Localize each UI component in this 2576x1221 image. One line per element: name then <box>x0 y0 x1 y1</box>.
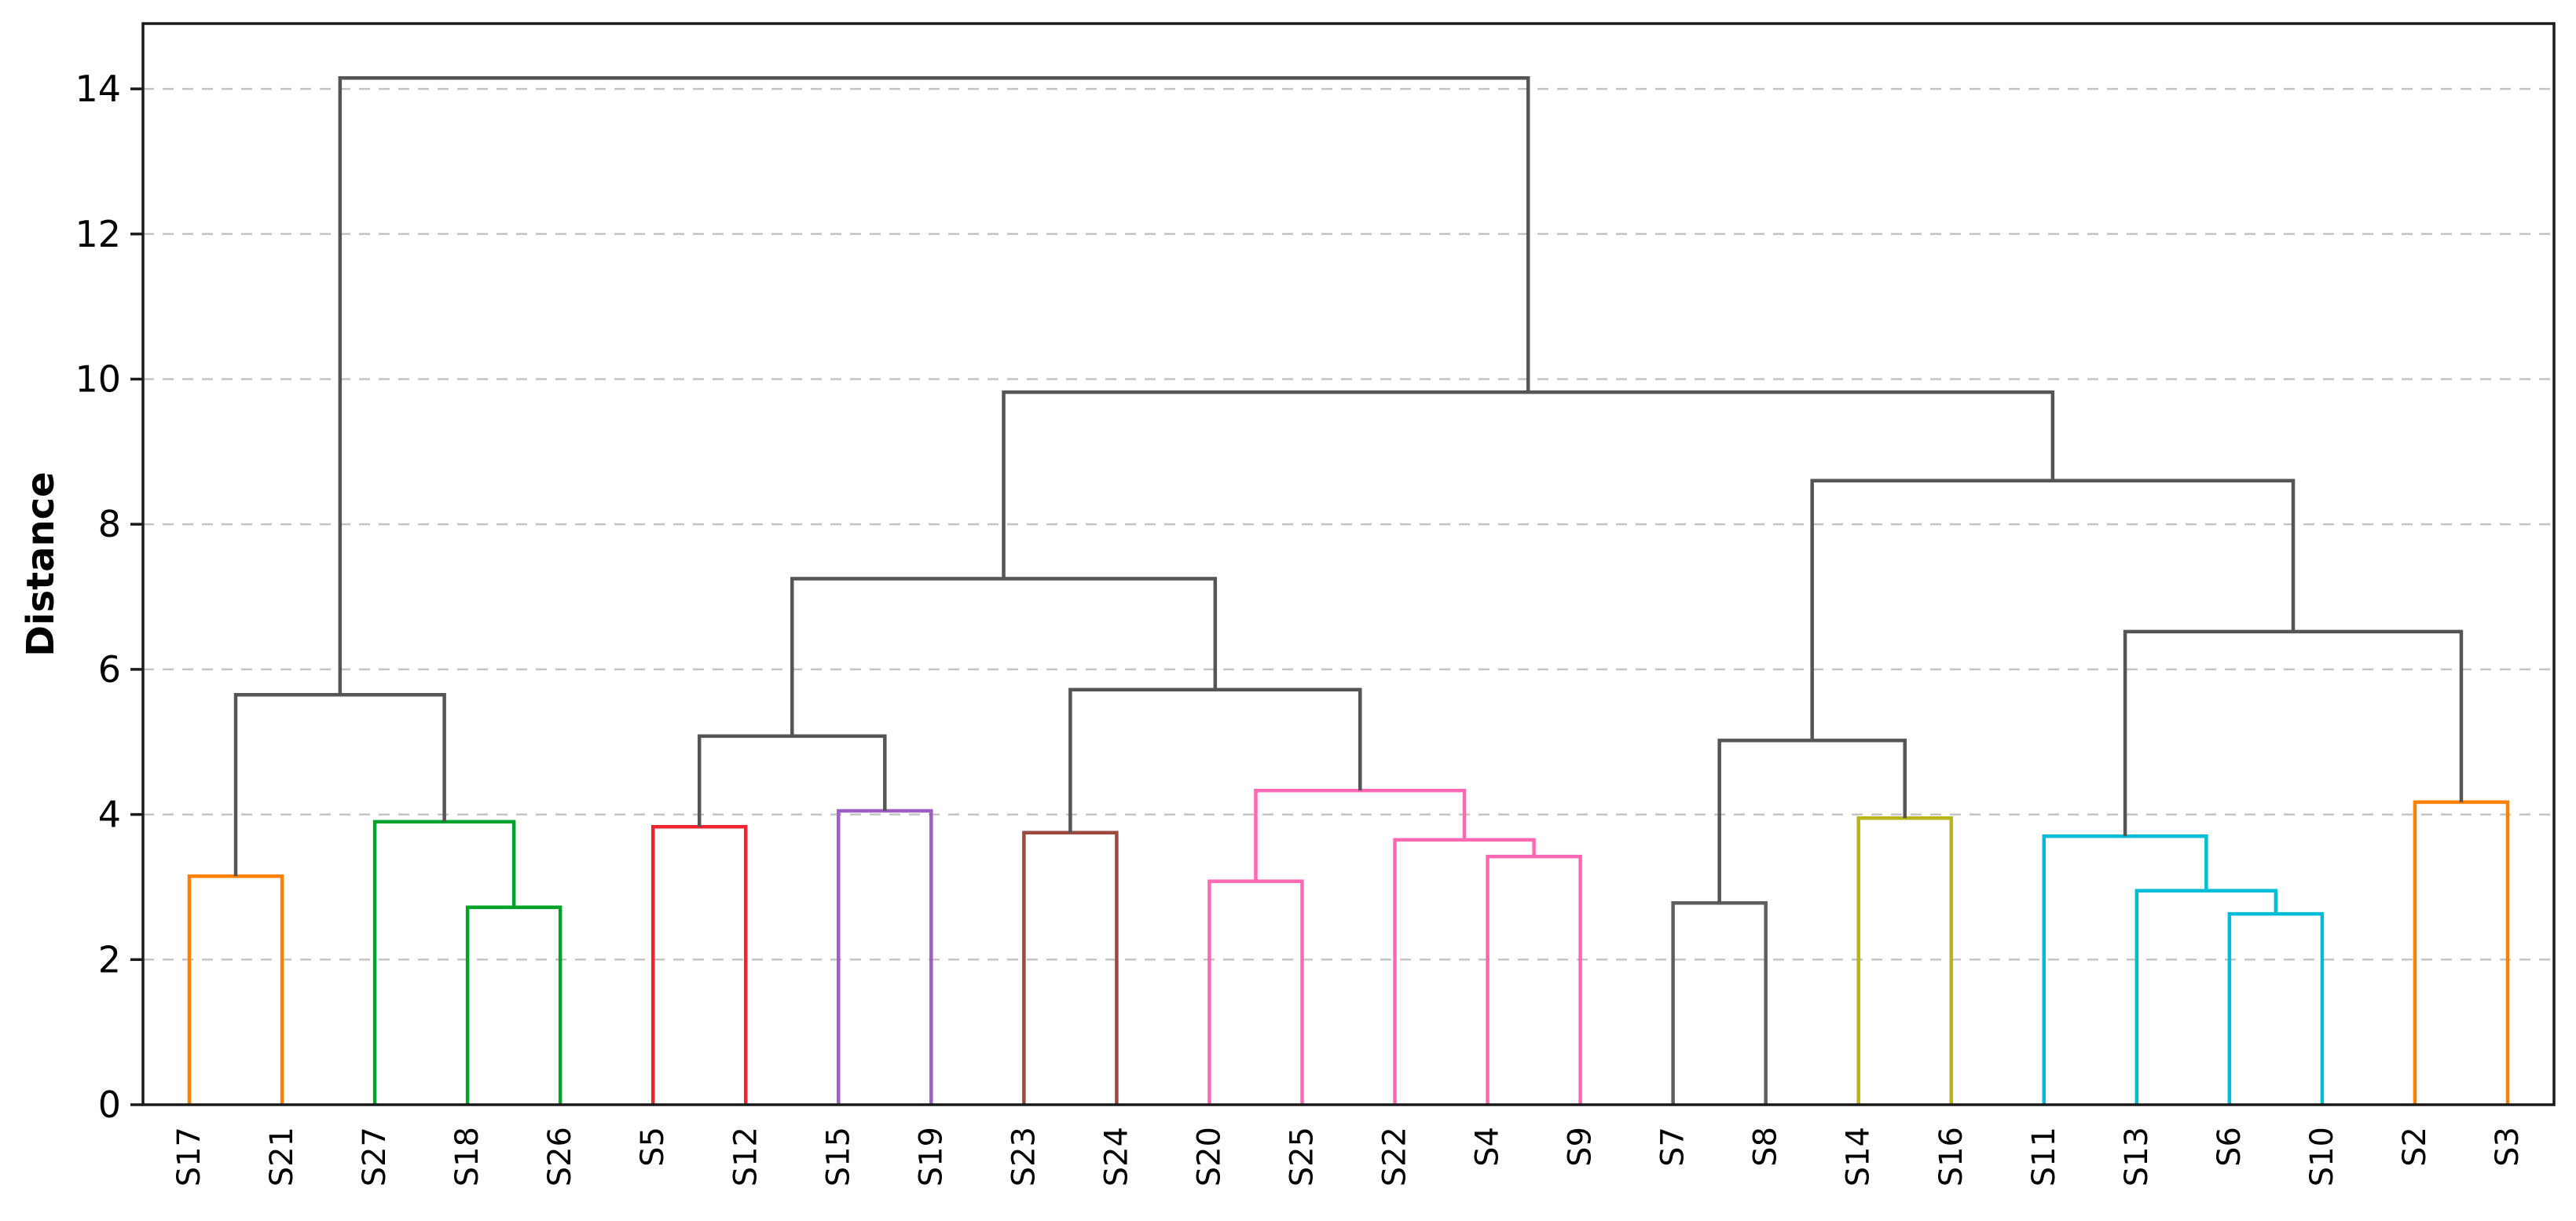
dendrogram-link <box>1254 788 1467 882</box>
dendrogram-link <box>187 874 284 1105</box>
ytick-label: 6 <box>98 648 121 691</box>
leaf-label: S9 <box>1563 1127 1599 1167</box>
dendrogram-link <box>1486 854 1582 1105</box>
leaf-label: S13 <box>2119 1127 2155 1186</box>
ytick-label: 4 <box>98 794 121 836</box>
dendrogram-link <box>338 76 1530 695</box>
leaf-label: S20 <box>1191 1127 1227 1186</box>
leaf-label: S23 <box>1006 1127 1042 1186</box>
leaf-label: S26 <box>542 1127 578 1186</box>
dendrogram-link <box>1068 688 1362 833</box>
dendrogram-link <box>1207 879 1304 1105</box>
dendrogram-link <box>1022 830 1119 1105</box>
leaf-label: S12 <box>727 1127 764 1186</box>
ytick-label: 2 <box>98 938 121 981</box>
dendrogram-link <box>1717 739 1907 904</box>
leaf-label: S27 <box>357 1127 393 1186</box>
dendrogram-link <box>465 905 562 1105</box>
dendrogram-link <box>837 808 933 1105</box>
leaf-label: S15 <box>820 1127 856 1186</box>
leaf-label: S6 <box>2211 1127 2248 1167</box>
dendrogram-link <box>1810 478 2296 741</box>
leaf-label: S3 <box>2490 1127 2526 1167</box>
leaf-label: S19 <box>913 1127 949 1186</box>
dendrogram-link <box>1856 816 1953 1105</box>
leaf-label: S2 <box>2397 1127 2433 1167</box>
dendrogram-link <box>1393 838 1536 1105</box>
ytick-label: 14 <box>75 68 121 110</box>
dendrogram-link <box>650 825 748 1105</box>
dendrogram-link <box>790 577 1218 736</box>
leaf-label: S17 <box>171 1127 207 1186</box>
ytick-label: 0 <box>98 1084 121 1126</box>
leaf-label: S25 <box>1284 1127 1320 1186</box>
leaf-label: S11 <box>2026 1127 2062 1186</box>
leaf-label: S22 <box>1377 1127 1413 1186</box>
dendrogram-link <box>2042 834 2208 1105</box>
dendrogram-link <box>697 734 887 827</box>
leaf-label: S7 <box>1655 1127 1691 1167</box>
axes-spines <box>141 22 2556 1106</box>
leaf-label: S16 <box>1933 1127 1970 1186</box>
dendrogram-link <box>2227 911 2325 1105</box>
dendrogram-link <box>1671 901 1768 1105</box>
dendrogram-link <box>2413 800 2510 1105</box>
dendrogram-link <box>2123 629 2464 837</box>
ytick-label: 8 <box>98 503 121 545</box>
leaf-label: S5 <box>635 1127 671 1167</box>
dendrogram-link <box>372 820 516 1105</box>
leaf-label: S8 <box>1748 1127 1784 1167</box>
leaf-label: S4 <box>1470 1127 1506 1167</box>
y-axis-title: Distance <box>19 471 63 656</box>
ytick-label: 12 <box>75 213 121 255</box>
dendrogram-link <box>2134 889 2278 1105</box>
ytick-label: 10 <box>75 358 121 401</box>
leaf-label: S18 <box>449 1127 486 1186</box>
dendrogram-link <box>233 692 446 877</box>
leaf-label: S14 <box>1841 1127 1877 1186</box>
leaf-label: S24 <box>1098 1127 1134 1186</box>
leaf-label: S10 <box>2304 1127 2340 1186</box>
leaf-label: S21 <box>264 1127 300 1186</box>
dendrogram-link <box>1002 390 2055 579</box>
